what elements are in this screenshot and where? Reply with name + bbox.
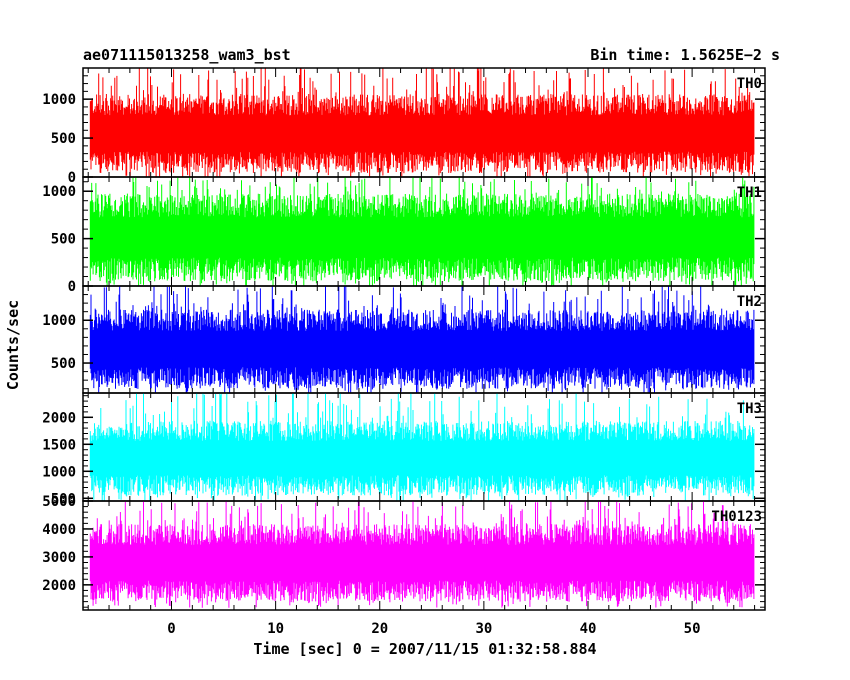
y-tick-label: 2000	[42, 578, 76, 594]
panel-label: TH2	[737, 294, 762, 310]
x-axis-label: Time [sec] 0 = 2007/11/15 01:32:58.884	[253, 640, 596, 658]
series-th3	[89, 393, 755, 501]
bin-time-label: Bin time: 1.5625E−2 s	[590, 46, 780, 64]
chart-title: ae071115013258_wam3_bst	[83, 46, 291, 64]
y-tick-label: 500	[51, 131, 76, 147]
panel-th2: 500 1000 TH2	[42, 285, 766, 394]
y-tick-label: 1000	[42, 313, 76, 329]
y-tick-label: 0	[68, 279, 76, 295]
y-tick-label: 1000	[42, 184, 76, 200]
y-tick-label: 3000	[42, 550, 76, 566]
y-tick-label: 2000	[42, 410, 76, 426]
y-tick-label: 0	[68, 170, 76, 186]
panel-label: TH0	[737, 76, 762, 92]
x-tick-label: 50	[684, 621, 701, 637]
panels: 0 500 1000 TH0 0 500 1000 TH1 500 1000 TH2 500 1000 1…	[42, 67, 766, 611]
panel-label: TH0123	[711, 509, 762, 525]
panel-label: TH3	[737, 401, 762, 417]
panel-th0123: 2000 3000 4000 5000 TH0123	[42, 494, 766, 611]
y-tick-label: 4000	[42, 522, 76, 538]
y-tick-label: 5000	[42, 494, 76, 510]
x-tick-label: 40	[580, 621, 597, 637]
x-tick-label: 30	[475, 621, 492, 637]
panel-th0: 0 500 1000 TH0	[42, 67, 766, 186]
y-tick-label: 1000	[42, 464, 76, 480]
panel-th1: 0 500 1000 TH1	[42, 176, 766, 295]
panel-frame	[82, 500, 766, 611]
series-th2	[89, 286, 755, 393]
x-tick-label: 20	[371, 621, 388, 637]
y-axis-label: Counts/sec	[4, 300, 22, 390]
x-axis: 0 10 20 30 40 50	[167, 621, 700, 637]
y-tick-label: 500	[51, 356, 76, 372]
series-th0123	[89, 501, 755, 608]
panel-label: TH1	[737, 185, 762, 201]
series-th0	[89, 68, 755, 177]
panel-th3: 500 1000 1500 2000 TH3	[42, 392, 766, 507]
x-tick-label: 0	[167, 621, 175, 637]
series-th1	[89, 177, 755, 286]
y-tick-label: 1000	[42, 92, 76, 108]
y-tick-label: 500	[51, 491, 76, 507]
y-tick-label: 1500	[42, 437, 76, 453]
y-tick-label: 500	[51, 232, 76, 248]
x-tick-label: 10	[267, 621, 284, 637]
